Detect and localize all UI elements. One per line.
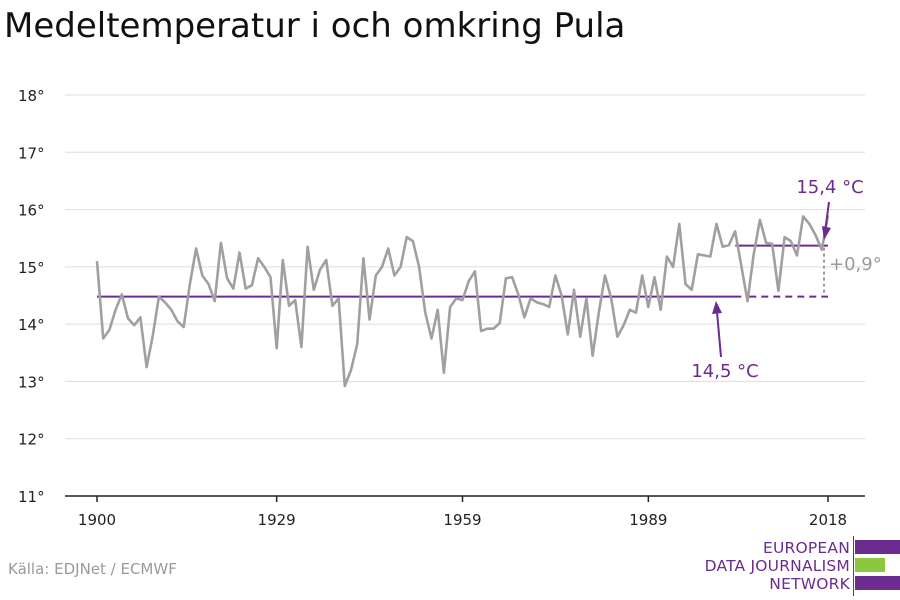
gridlines xyxy=(65,94,865,440)
logo-bar-bottom xyxy=(855,576,900,590)
y-tick-label: 14° xyxy=(18,316,45,334)
difference-label: +0,9° xyxy=(829,254,882,275)
recent-mean-arrow-head xyxy=(822,226,831,240)
source-note: Källa: EDJNet / ECMWF xyxy=(8,560,177,578)
series-layer xyxy=(95,215,830,388)
logo-line-3: NETWORK xyxy=(769,575,850,593)
x-tick-label: 1959 xyxy=(443,511,481,529)
y-tick-label: 13° xyxy=(18,373,45,391)
baseline-mean-arrow-shaft xyxy=(716,311,722,358)
logo-divider xyxy=(853,536,854,596)
x-axis: 1900 1929 1959 1989 2018 xyxy=(65,495,865,529)
y-tick-label: 15° xyxy=(18,259,45,277)
logo-line-1: EUROPEAN xyxy=(762,539,850,557)
x-tick-label: 2018 xyxy=(809,511,847,529)
reference-lines xyxy=(97,244,828,298)
y-axis-tick-labels: 11° 12° 13° 14° 15° 16° 17° 18° xyxy=(18,87,45,506)
logo-bar-middle xyxy=(855,558,885,572)
x-tick-label: 1929 xyxy=(258,511,296,529)
logo-line-2: DATA JOURNALISM xyxy=(704,557,850,575)
logo-bar-top xyxy=(855,540,900,554)
y-tick-label: 17° xyxy=(18,144,45,162)
chart-title: Medeltemperatur i och omkring Pula xyxy=(4,6,626,46)
temperature-series-line xyxy=(95,215,830,388)
recent-mean-label: 15,4 °C xyxy=(796,177,863,198)
x-tick-label: 1989 xyxy=(629,511,667,529)
annotations: +0,9° 15,4 °C 14,5 °C xyxy=(691,177,881,382)
y-tick-label: 16° xyxy=(18,202,45,220)
y-tick-label: 18° xyxy=(18,87,45,105)
y-tick-label: 12° xyxy=(18,431,45,449)
y-tick-label: 11° xyxy=(18,488,45,506)
baseline-mean-arrow-head xyxy=(712,301,722,314)
baseline-mean-label: 14,5 °C xyxy=(691,361,758,382)
x-tick-label: 1900 xyxy=(78,511,116,529)
edjnet-logo: EUROPEAN DATA JOURNALISM NETWORK xyxy=(700,536,900,596)
